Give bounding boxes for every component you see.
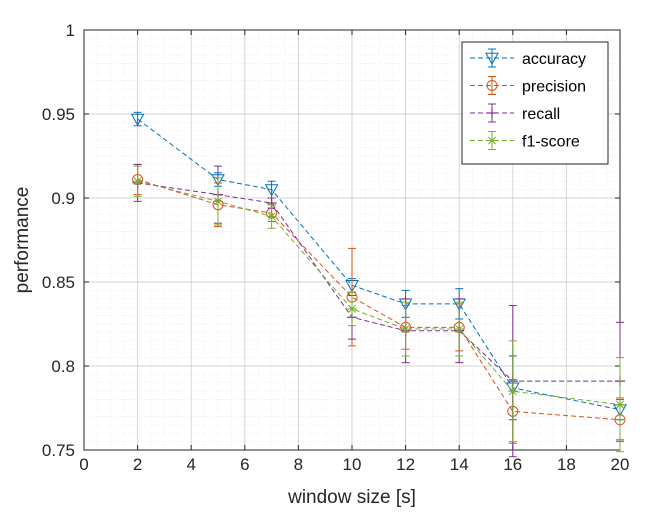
legend-item-f1-score: f1-score [470,131,580,151]
f1-score-point-d2 [133,177,142,186]
x-tick-label: 8 [294,455,303,474]
y-tick-label: 0.8 [51,357,75,376]
legend-label-f1-score: f1-score [522,134,580,151]
f1-score-point-d2 [508,387,517,396]
f1-score-point-d2 [455,325,464,333]
series-group [130,111,627,458]
x-tick-label: 10 [343,455,362,474]
x-tick-label: 18 [557,455,576,474]
legend-swatch-marker [485,52,499,66]
y-tick-label: 0.75 [42,441,75,460]
legend-label-recall: recall [522,106,560,123]
recall-line [137,182,620,382]
f1-score-point [507,386,518,397]
y-tick-label: 0.9 [51,189,75,208]
legend-item-accuracy: accuracy [470,48,586,68]
f1-score-point [347,303,357,314]
x-axis-label: window size [s] [287,487,416,508]
x-tick-label: 20 [611,455,630,474]
f1-score-point [615,399,625,410]
f1-score-point [132,176,143,187]
series-f1-score [132,165,625,453]
y-axis-label: performance [12,187,33,294]
legend-swatch-marker-d2 [488,136,496,145]
f1-score-point [400,324,411,335]
y-tick-label: 0.95 [42,105,75,124]
f1-score-point-d2 [401,325,410,333]
f1-score-point-d2 [348,304,356,313]
y-tick-label: 1 [66,21,75,40]
f1-score-point [266,211,277,222]
x-tick-label: 16 [503,455,522,474]
precision-line [137,179,621,421]
axis-ticks: 0 2 4 6 8 10 12 14 16 18 20 0.75 0.8 0.85 0.9 0.95 1 [42,21,630,474]
f1-score-line [137,180,621,406]
legend-swatch-marker [487,108,497,118]
x-tick-label: 4 [186,455,195,474]
f1-score-point [213,196,223,207]
x-tick-label: 12 [396,455,415,474]
legend-box [461,41,609,165]
x-tick-label: 2 [133,455,142,474]
f1-score-point [454,324,465,335]
legend: accuracy precision recall f1-score [461,41,609,165]
f1-score-point-d2 [214,197,222,206]
legend-swatch-marker [486,80,498,91]
f1-score-point-d2 [616,400,624,409]
accuracy-point [130,113,145,127]
y-tick-label: 0.85 [42,273,75,292]
legend-label-precision: precision [522,79,586,96]
legend-item-recall: recall [470,103,560,123]
x-tick-label: 0 [79,455,88,474]
f1-score-point-d2 [267,212,276,221]
x-tick-label: 6 [240,455,249,474]
legend-item-precision: precision [470,76,586,96]
accuracy-point [264,184,279,197]
accuracy-line [137,118,621,411]
x-tick-label: 14 [450,455,469,474]
legend-label-accuracy: accuracy [522,51,586,68]
legend-swatch-marker [487,135,497,146]
